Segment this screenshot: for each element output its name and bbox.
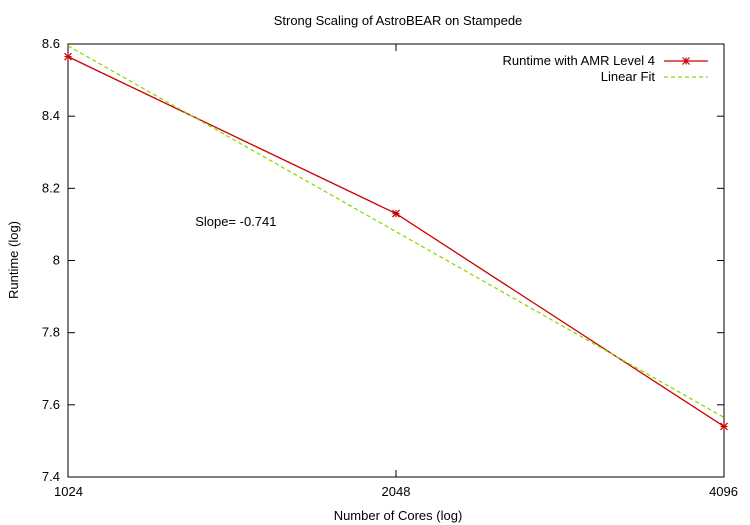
legend-label: Runtime with AMR Level 4 — [503, 53, 655, 68]
y-tick-label: 7.4 — [42, 469, 60, 484]
runtime-series-line — [67, 56, 725, 428]
slope-annotation: Slope= -0.741 — [195, 214, 276, 229]
chart-title: Strong Scaling of AstroBEAR on Stampede — [274, 13, 523, 28]
x-axis: 1024 2048 4096 — [54, 44, 738, 499]
y-tick-label: 7.6 — [42, 397, 60, 412]
y-tick-label: 7.8 — [42, 325, 60, 340]
x-tick-label: 4096 — [709, 484, 738, 499]
data-point — [720, 422, 728, 431]
data-point — [64, 52, 72, 61]
data-point — [392, 209, 400, 218]
x-tick-label: 2048 — [382, 484, 411, 499]
y-tick-label: 8.4 — [42, 108, 60, 123]
y-tick-label: 8 — [53, 253, 60, 268]
x-tick-label: 1024 — [54, 484, 83, 499]
x-axis-label: Number of Cores (log) — [334, 508, 463, 523]
series-group — [64, 45, 728, 431]
legend-label: Linear Fit — [601, 69, 656, 84]
y-tick-label: 8.2 — [42, 180, 60, 195]
y-axis-label: Runtime (log) — [6, 221, 21, 299]
plot-frame — [67, 43, 725, 478]
y-tick-label: 8.6 — [42, 36, 60, 51]
linear-fit-line — [67, 45, 725, 419]
legend-marker — [682, 57, 690, 65]
y-axis: 7.4 7.6 7.8 8 8.2 8.4 8.6 — [42, 36, 724, 484]
